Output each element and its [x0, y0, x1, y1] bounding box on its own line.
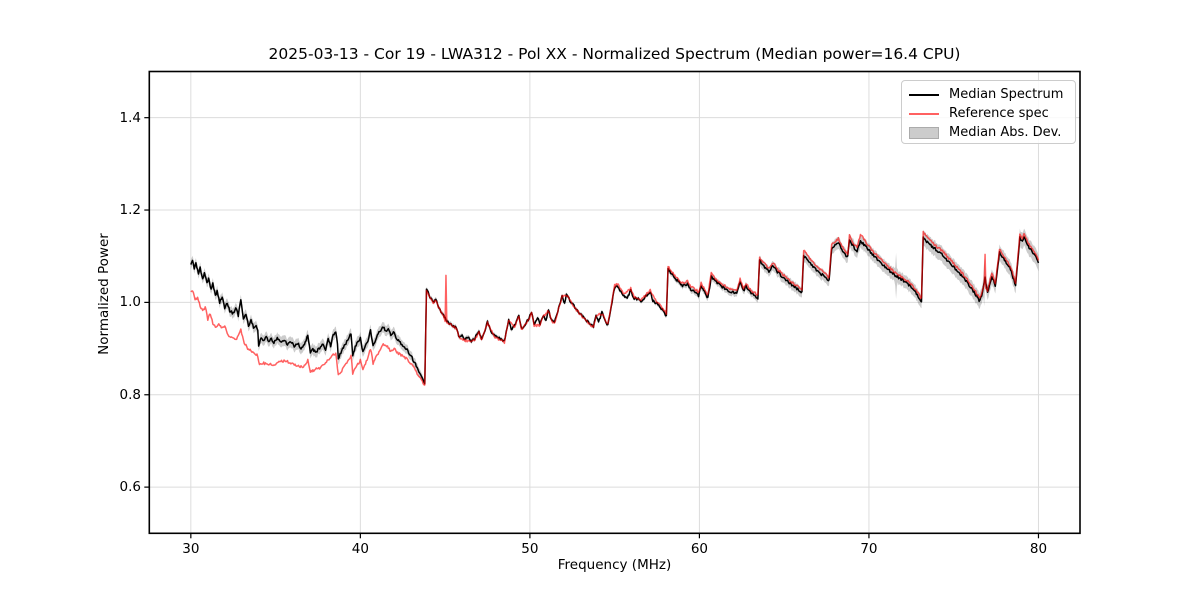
x-axis-label: Frequency (MHz)	[557, 557, 672, 573]
legend-label: Reference spec	[949, 106, 1049, 121]
legend-entry-reference-spec: Reference spec	[909, 104, 1075, 123]
legend: Median Spectrum Reference spec Median Ab…	[901, 80, 1076, 144]
median-line-sample	[909, 93, 939, 96]
legend-label: Median Spectrum	[949, 87, 1064, 102]
reference-line-sample	[909, 112, 939, 115]
y-tick-label: 1.0	[119, 294, 141, 311]
reference-spec-line	[190, 230, 1040, 386]
x-tick-label: 30	[182, 541, 200, 557]
legend-label: Median Abs. Dev.	[949, 125, 1062, 140]
x-tick-label: 80	[1029, 541, 1048, 557]
x-tick-label: 70	[860, 541, 878, 557]
legend-entry-median-spectrum: Median Spectrum	[909, 85, 1075, 104]
x-tick-label: 40	[351, 541, 369, 557]
x-tick-label: 50	[521, 541, 539, 557]
legend-entry-mad: Median Abs. Dev.	[909, 123, 1075, 142]
y-tick-label: 0.8	[119, 386, 141, 403]
x-tick-label: 60	[690, 541, 708, 557]
mad-band	[190, 228, 1039, 387]
y-tick-label: 1.2	[119, 202, 141, 219]
y-tick-label: 1.4	[119, 109, 141, 126]
median-spectrum-line	[190, 236, 1040, 385]
y-tick-label: 0.6	[119, 479, 141, 496]
mad-patch-sample	[909, 126, 939, 139]
plot-title: 2025-03-13 - Cor 19 - LWA312 - Pol XX - …	[268, 45, 961, 63]
